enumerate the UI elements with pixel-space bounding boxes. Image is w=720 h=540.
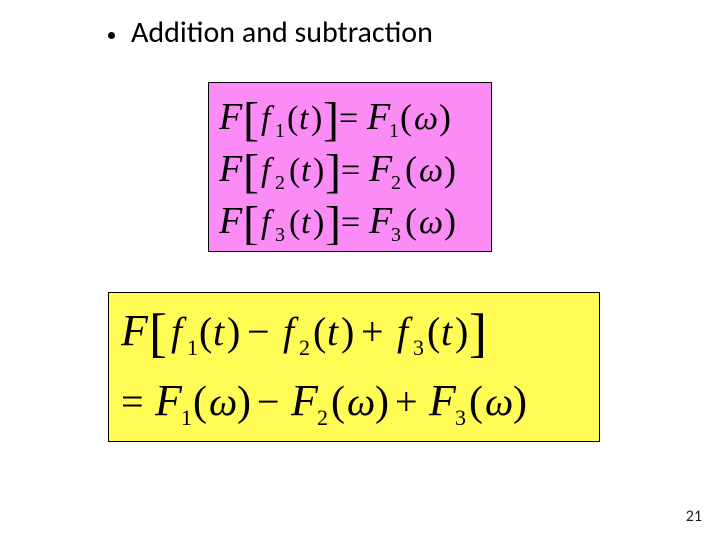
svg-text:(: (	[199, 309, 212, 354]
svg-text:): )	[313, 152, 324, 189]
equation-box-result: F [ f 1 ( t ) − f 2 ( t ) + f 3 ( t ) ]	[108, 292, 600, 442]
svg-text:t: t	[213, 309, 225, 354]
svg-text:+: +	[361, 309, 384, 354]
svg-text:(: (	[427, 309, 440, 354]
svg-text:2: 2	[299, 335, 310, 360]
svg-text:(: (	[287, 100, 298, 137]
svg-text:(: (	[469, 379, 483, 425]
page-number: 21	[686, 507, 702, 526]
svg-text:t: t	[301, 204, 312, 241]
bullet-text: Addition and subtraction	[131, 14, 433, 51]
svg-text:ω: ω	[419, 152, 443, 189]
svg-text:=: =	[341, 152, 360, 189]
svg-text:f: f	[261, 100, 275, 137]
svg-text:f: f	[283, 309, 299, 354]
svg-text:): )	[444, 149, 456, 189]
svg-text:F: F	[368, 200, 393, 242]
svg-text:(: (	[289, 152, 300, 189]
svg-text:(: (	[400, 97, 412, 137]
svg-text:3: 3	[391, 224, 401, 245]
svg-text:=: =	[121, 379, 144, 424]
bullet-marker	[108, 32, 115, 39]
svg-text:): )	[341, 309, 354, 354]
svg-text:): )	[311, 100, 322, 137]
svg-text:=: =	[339, 100, 358, 137]
svg-text:F: F	[368, 148, 393, 190]
svg-text:f: f	[261, 204, 275, 241]
svg-text:[: [	[243, 197, 259, 245]
svg-text:−: −	[257, 379, 280, 424]
svg-text:(: (	[405, 149, 417, 189]
svg-text:2: 2	[317, 405, 328, 430]
svg-text:[: [	[149, 303, 167, 363]
svg-text:F: F	[219, 200, 243, 242]
svg-text:+: +	[395, 379, 418, 424]
svg-text:): )	[513, 379, 527, 425]
svg-text:=: =	[341, 204, 360, 241]
svg-text:f: f	[171, 309, 187, 354]
svg-text:1: 1	[389, 120, 399, 142]
svg-text:−: −	[247, 309, 270, 354]
svg-text:3: 3	[413, 335, 424, 360]
svg-text:t: t	[301, 152, 312, 189]
svg-text:F: F	[154, 376, 183, 425]
svg-text:(: (	[313, 309, 326, 354]
svg-text:ω: ω	[209, 379, 237, 424]
svg-text:F: F	[219, 148, 243, 190]
svg-text:f: f	[397, 309, 413, 354]
svg-text:ω: ω	[414, 100, 438, 137]
svg-text:2: 2	[275, 172, 285, 194]
svg-text:]: ]	[469, 303, 487, 363]
svg-text:): )	[227, 309, 240, 354]
svg-text:): )	[439, 97, 451, 137]
svg-text:f: f	[261, 152, 275, 189]
svg-text:): )	[237, 379, 251, 425]
svg-text:1: 1	[181, 405, 192, 430]
equations-svg-1: F [ f 1 ( t ) ] = F 1 ( ω ) F [ f 2	[219, 89, 481, 245]
svg-text:(: (	[331, 379, 345, 425]
svg-text:F: F	[121, 306, 149, 355]
svg-text:F: F	[366, 96, 391, 138]
svg-text:]: ]	[325, 197, 341, 245]
svg-text:t: t	[327, 309, 339, 354]
svg-text:2: 2	[391, 172, 401, 194]
svg-text:): )	[375, 379, 389, 425]
svg-text:3: 3	[275, 224, 285, 245]
svg-text:F: F	[290, 376, 319, 425]
svg-text:): )	[444, 201, 456, 241]
svg-text:(: (	[289, 204, 300, 241]
svg-text:]: ]	[325, 145, 341, 198]
svg-text:1: 1	[275, 120, 285, 142]
equation-box-premises: F [ f 1 ( t ) ] = F 1 ( ω ) F [ f 2	[208, 82, 492, 252]
equations-svg-2: F [ f 1 ( t ) − f 2 ( t ) + f 3 ( t ) ]	[121, 299, 591, 435]
svg-text:ω: ω	[347, 379, 375, 424]
svg-text:): )	[313, 204, 324, 241]
svg-text:): )	[455, 309, 468, 354]
svg-text:(: (	[405, 201, 417, 241]
svg-text:F: F	[219, 96, 243, 138]
svg-text:t: t	[299, 100, 310, 137]
svg-text:F: F	[428, 376, 457, 425]
svg-text:ω: ω	[419, 204, 443, 241]
svg-text:t: t	[441, 309, 453, 354]
svg-text:1: 1	[187, 335, 198, 360]
bullet-item: Addition and subtraction	[108, 14, 433, 51]
svg-text:ω: ω	[485, 379, 513, 424]
svg-text:(: (	[193, 379, 207, 425]
svg-text:[: [	[243, 93, 259, 146]
svg-text:[: [	[243, 145, 259, 198]
svg-text:3: 3	[455, 405, 466, 430]
svg-text:]: ]	[323, 93, 339, 146]
